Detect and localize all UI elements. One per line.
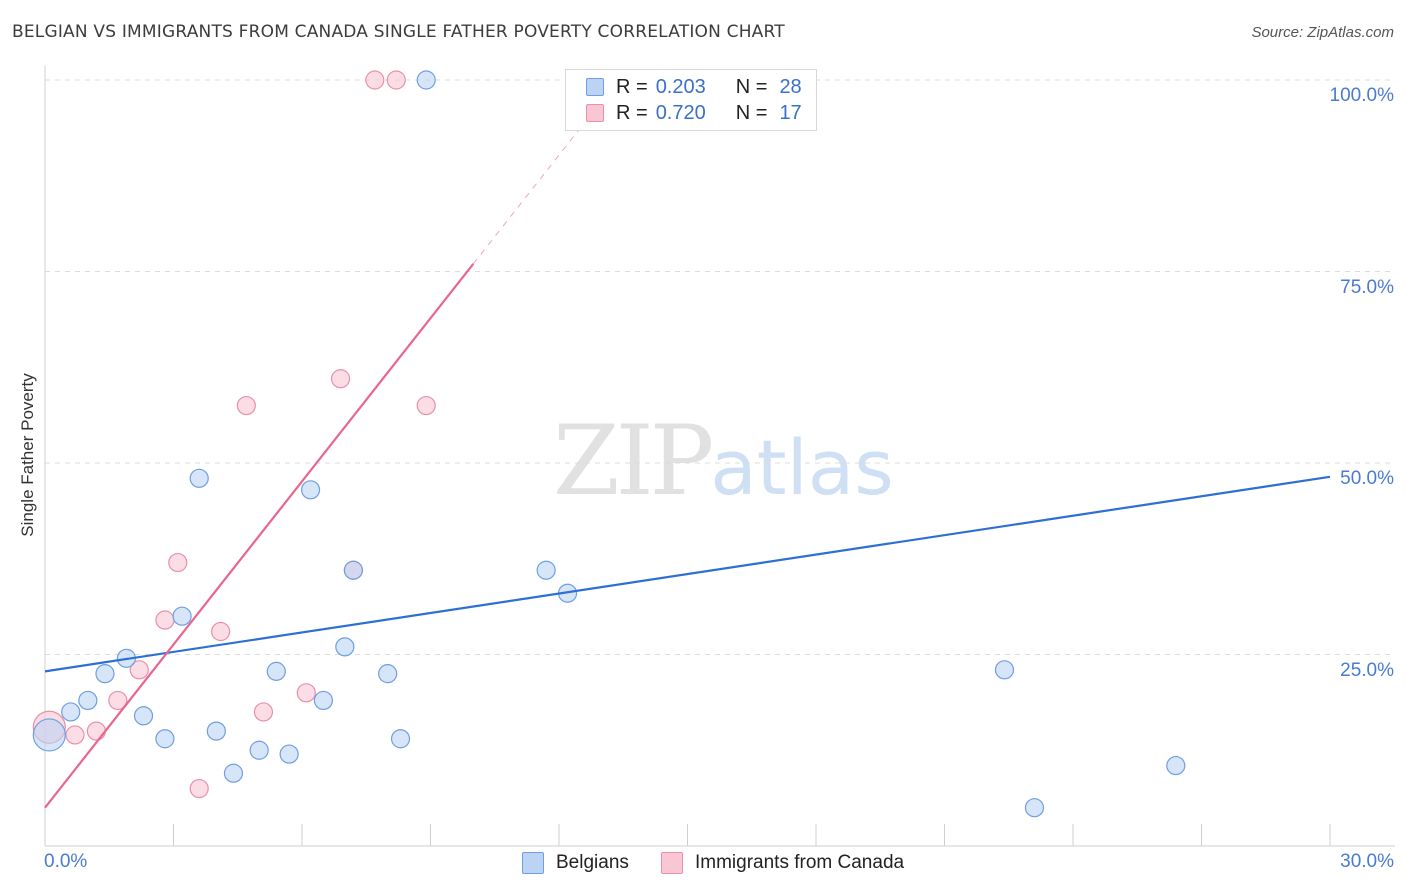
- belgians-legend-swatch: [522, 852, 544, 874]
- belgian-trend-line: [44, 475, 1331, 673]
- x-tick-label-max: 30.0%: [1340, 851, 1394, 872]
- belgian-point: [994, 660, 1015, 680]
- watermark-zip: ZIP: [553, 405, 714, 517]
- canada-point: [86, 721, 107, 741]
- legend-item-canada[interactable]: Immigrants from Canada: [661, 852, 904, 874]
- legend-row-canada: R = 0.720 N = 17: [586, 101, 802, 125]
- series-legend: Belgians Immigrants from Canada: [0, 852, 1406, 878]
- legend-label-belgians: Belgians: [556, 852, 629, 873]
- belgian-point: [536, 560, 556, 580]
- y-tick-label-25: 25.0%: [1340, 660, 1394, 681]
- canada-point: [189, 778, 209, 799]
- r-value: 0.203: [655, 75, 706, 98]
- belgian-point: [155, 729, 175, 749]
- belgian-point: [206, 721, 226, 741]
- belgian-point: [61, 702, 81, 722]
- canada-legend-swatch: [661, 852, 683, 874]
- canada-point: [416, 395, 436, 416]
- belgian-point: [266, 661, 286, 681]
- belgian-point: [249, 740, 269, 760]
- belgian-point: [343, 560, 363, 580]
- belgian-point: [95, 664, 115, 684]
- canada-point: [253, 702, 274, 722]
- belgian-point: [172, 606, 192, 626]
- chart-title: BELGIAN VS IMMIGRANTS FROM CANADA SINGLE…: [12, 22, 785, 42]
- watermark-atlas: atlas: [710, 423, 894, 512]
- y-tick-label-50: 50.0%: [1340, 468, 1394, 489]
- belgian-point: [133, 706, 154, 726]
- belgians-swatch: [586, 78, 604, 96]
- n-value: 28: [779, 75, 802, 98]
- watermark: ZIPatlas: [553, 405, 894, 517]
- canada-point: [129, 660, 149, 680]
- r-value: 0.720: [655, 101, 706, 124]
- canada-point: [211, 621, 231, 642]
- belgian-point: [378, 664, 398, 684]
- canada-swatch: [586, 104, 604, 122]
- belgian-point: [32, 718, 66, 752]
- belgian-point: [1024, 798, 1045, 818]
- canada-point: [330, 369, 351, 389]
- canada-point: [108, 690, 128, 711]
- belgian-point: [390, 729, 411, 749]
- r-label: R =: [616, 101, 648, 124]
- legend-label-canada: Immigrants from Canada: [695, 852, 905, 873]
- canada-point: [236, 395, 256, 416]
- legend-item-belgians[interactable]: Belgians: [522, 852, 629, 874]
- canada-point: [386, 70, 406, 90]
- belgian-point: [279, 744, 299, 764]
- canada-trend-extension: [472, 72, 625, 265]
- n-label: N =: [735, 101, 768, 124]
- canada-trend-line: [44, 263, 475, 809]
- belgian-point: [1166, 755, 1186, 776]
- belgian-point: [300, 480, 321, 500]
- belgian-point: [223, 763, 244, 783]
- n-value: 17: [779, 101, 802, 124]
- belgian-point: [416, 70, 436, 90]
- belgian-point: [335, 637, 355, 657]
- x-tick-label-min: 0.0%: [44, 851, 88, 872]
- belgian-point: [189, 468, 209, 488]
- belgian-point: [78, 690, 98, 711]
- canada-point: [168, 552, 188, 573]
- legend-row-belgians: R = 0.203 N = 28: [586, 75, 802, 99]
- source-label: Source: ZipAtlas.com: [1251, 24, 1394, 41]
- canada-point: [155, 610, 175, 630]
- canada-point: [365, 70, 385, 90]
- y-tick-label-75: 75.0%: [1340, 277, 1394, 298]
- stats-legend: R = 0.203 N = 28 R = 0.720 N = 17: [565, 69, 817, 131]
- canada-point: [65, 725, 85, 745]
- y-tick-label-100: 100.0%: [1329, 85, 1394, 106]
- y-axis-label: Single Father Poverty: [18, 373, 37, 537]
- canada-point: [296, 683, 316, 703]
- n-label: N =: [735, 75, 768, 98]
- belgian-point: [313, 690, 334, 711]
- r-label: R =: [616, 75, 648, 98]
